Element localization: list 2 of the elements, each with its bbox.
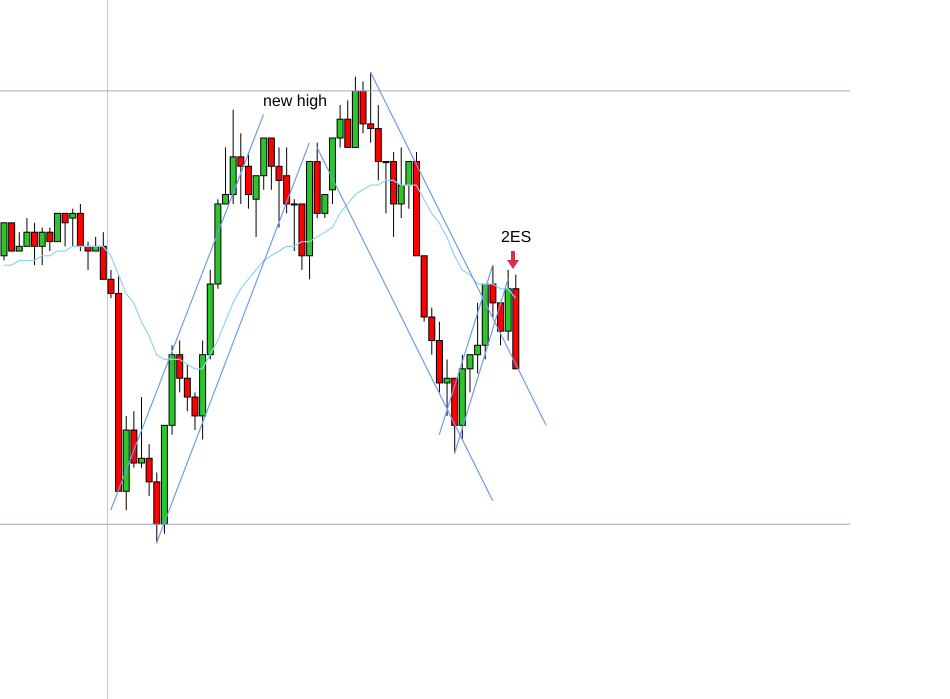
annotation: 2ES bbox=[501, 229, 532, 247]
annotation: new high bbox=[263, 93, 328, 111]
